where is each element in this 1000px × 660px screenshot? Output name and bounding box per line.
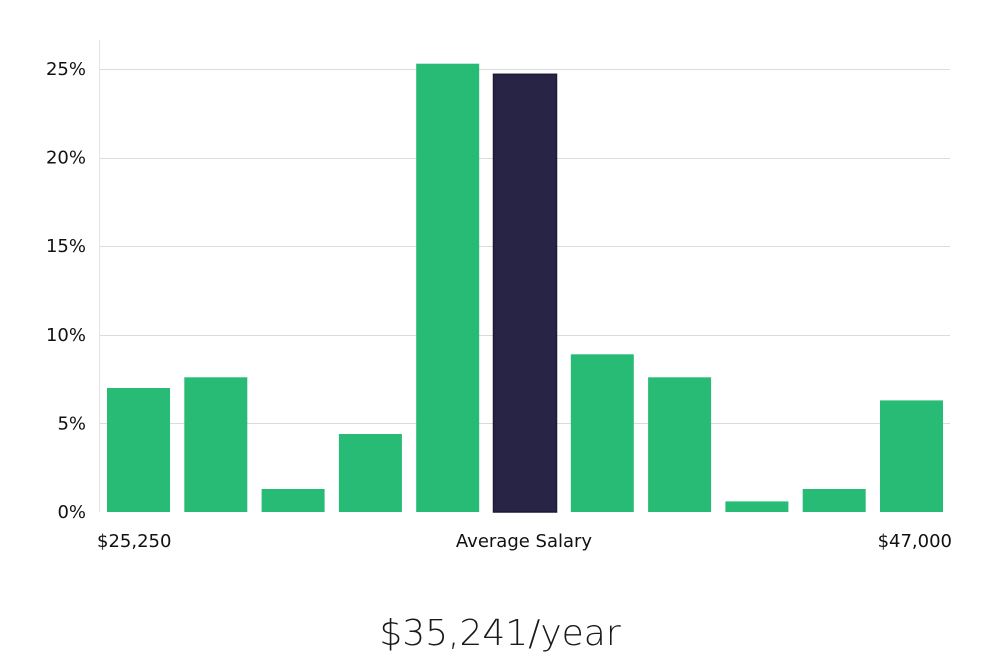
histogram-bar <box>416 63 480 512</box>
salary-histogram: 0%5%10%15%20%25% $25,250 Average Salary … <box>46 40 952 552</box>
average-salary-bar <box>492 73 558 513</box>
histogram-bar <box>338 434 402 512</box>
histogram-bar <box>107 388 170 512</box>
average-salary-value: $35,241/year <box>379 613 621 654</box>
histogram-bar <box>261 489 325 512</box>
y-tick-labels: 0% 5% 10% 15% 20% 25% <box>46 59 86 523</box>
x-label-min: $25,250 <box>97 531 171 552</box>
y-tick-label: 15% <box>46 236 86 257</box>
histogram-bar <box>648 377 712 512</box>
bars <box>107 63 943 513</box>
histogram-bar <box>725 501 789 512</box>
histogram-bar <box>184 377 248 512</box>
y-tick-label: 0% <box>57 502 86 523</box>
x-label-average: Average Salary <box>456 531 593 552</box>
histogram-bar <box>802 489 866 512</box>
y-tick-label: 10% <box>46 325 86 346</box>
y-tick-label: 25% <box>46 59 86 80</box>
histogram-bar <box>880 400 943 512</box>
y-tick-label: 20% <box>46 148 86 169</box>
y-tick-label: 5% <box>57 413 86 434</box>
histogram-bar <box>570 354 634 512</box>
x-label-max: $47,000 <box>878 531 952 552</box>
